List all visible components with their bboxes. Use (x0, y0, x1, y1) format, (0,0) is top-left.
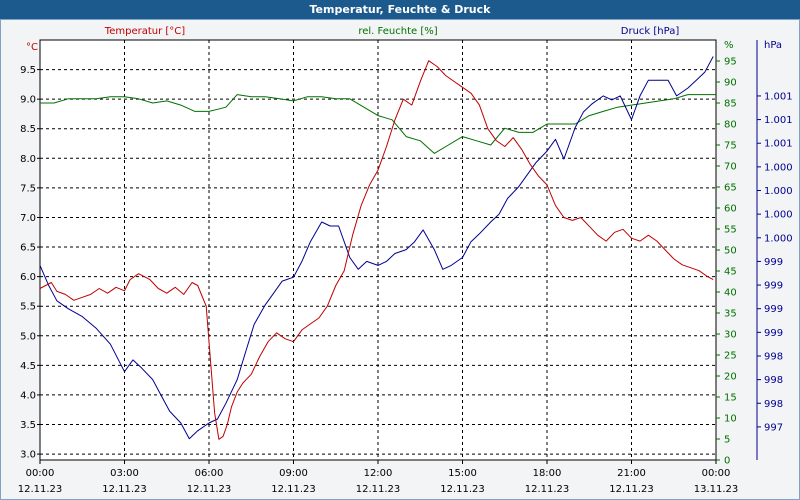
temp-tick-label: 4.0 (20, 390, 36, 401)
humidity-tick-label: 75 (724, 141, 737, 152)
temp-tick-label: 8.5 (20, 124, 36, 135)
date-tick-label: 12.11.23 (271, 484, 316, 495)
humidity-tick-label: 20 (724, 372, 737, 383)
series-line-pressure (39, 56, 714, 440)
date-tick-label: 13.11.23 (694, 484, 739, 495)
humidity-tick-label: 70 (724, 162, 737, 173)
humidity-unit-label: % (724, 40, 734, 51)
temp-tick-label: 8.0 (20, 154, 36, 165)
humidity-tick-label: 10 (724, 414, 737, 425)
temp-tick-label: 3.0 (20, 450, 36, 461)
humidity-tick-label: 90 (724, 78, 737, 89)
date-tick-label: 12.11.23 (525, 484, 570, 495)
temp-tick-label: 5.5 (20, 302, 36, 313)
time-axis: 00:00 12.11.23 03:00 12.11.23 06:00 12.11.23 0… (18, 460, 739, 495)
temp-unit-label: °C (26, 42, 38, 53)
temp-tick-label: 3.5 (20, 420, 36, 431)
humidity-tick-label: 55 (724, 225, 737, 236)
time-tick-label: 12:00 (364, 468, 393, 479)
time-tick-label: 15:00 (448, 468, 477, 479)
temp-tick-label: 9.0 (20, 95, 36, 106)
time-tick-label: 09:00 (279, 468, 308, 479)
pressure-tick-label: 1.000 (764, 210, 793, 221)
pressure-tick-label: 998 (764, 375, 783, 386)
time-tick-label: 00:00 (26, 468, 55, 479)
legend-humidity: rel. Feuchte [%] (358, 26, 437, 37)
humidity-tick-label: 50 (724, 246, 737, 257)
date-tick-label: 12.11.23 (356, 484, 401, 495)
legend-pressure: Druck [hPa] (621, 26, 680, 37)
pressure-tick-label: 999 (764, 328, 783, 339)
pressure-tick-label: 1.000 (764, 186, 793, 197)
pressure-tick-label: 997 (764, 422, 783, 433)
humidity-tick-label: 25 (724, 351, 737, 362)
series-line-humidity (40, 94, 716, 154)
legend-temperature: Temperatur [°C] (104, 26, 185, 37)
pressure-axis: 997 998 998 998 999 999 999 999 1.000 1.000 1.000 1… (756, 40, 793, 460)
pressure-tick-label: 999 (764, 281, 783, 292)
humidity-tick-label: 35 (724, 309, 737, 320)
time-tick-label: 03:00 (110, 468, 139, 479)
temp-tick-label: 6.5 (20, 243, 36, 254)
humidity-tick-label: 40 (724, 288, 737, 299)
pressure-tick-label: 1.001 (764, 91, 793, 102)
time-tick-label: 18:00 (533, 468, 562, 479)
time-tick-label: 06:00 (195, 468, 224, 479)
series-line-temperature (39, 60, 714, 440)
chart-title: Temperatur, Feuchte & Druck (0, 0, 800, 19)
humidity-tick-label: 0 (724, 456, 730, 467)
pressure-tick-label: 998 (764, 351, 783, 362)
date-tick-label: 12.11.23 (102, 484, 147, 495)
pressure-tick-label: 1.000 (764, 233, 793, 244)
pressure-tick-label: 1.000 (764, 162, 793, 173)
temp-tick-label: 6.0 (20, 272, 36, 283)
humidity-tick-label: 5 (724, 435, 730, 446)
humidity-tick-label: 95 (724, 57, 737, 68)
time-tick-label: 21:00 (617, 468, 646, 479)
pressure-unit-label: hPa (764, 40, 782, 51)
temp-tick-label: 4.5 (20, 361, 36, 372)
series-layer (39, 56, 716, 440)
date-tick-label: 12.11.23 (440, 484, 485, 495)
temp-tick-label: 9.5 (20, 65, 36, 76)
temp-tick-label: 7.5 (20, 183, 36, 194)
pressure-tick-label: 1.001 (764, 139, 793, 150)
date-tick-label: 12.11.23 (187, 484, 232, 495)
humidity-axis: 0 5 10 15 20 25 30 35 40 45 50 55 60 65 70 75 80 85 90 95% (716, 40, 737, 467)
date-tick-label: 12.11.23 (18, 484, 63, 495)
legend: Temperatur [°C] rel. Feuchte [%] Druck [hP… (104, 26, 680, 37)
humidity-tick-label: 30 (724, 330, 737, 341)
time-tick-label: 00:00 (702, 468, 731, 479)
grid-lines (40, 40, 716, 460)
pressure-tick-label: 998 (764, 399, 783, 410)
temp-tick-label: 5.0 (20, 331, 36, 342)
temperature-axis: 3.0 3.5 4.0 4.5 5.0 5.5 6.0 6.5 7.0 7.5 8.0 8.5 9.0 9… (20, 42, 40, 461)
humidity-tick-label: 85 (724, 99, 737, 110)
humidity-tick-label: 80 (724, 120, 737, 131)
pressure-tick-label: 1.001 (764, 115, 793, 126)
humidity-tick-label: 15 (724, 393, 737, 404)
humidity-tick-label: 60 (724, 204, 737, 215)
pressure-tick-label: 999 (764, 304, 783, 315)
humidity-tick-label: 65 (724, 183, 737, 194)
temp-tick-label: 7.0 (20, 213, 36, 224)
humidity-tick-label: 45 (724, 267, 737, 278)
pressure-tick-label: 999 (764, 257, 783, 268)
date-tick-label: 12.11.23 (609, 484, 654, 495)
